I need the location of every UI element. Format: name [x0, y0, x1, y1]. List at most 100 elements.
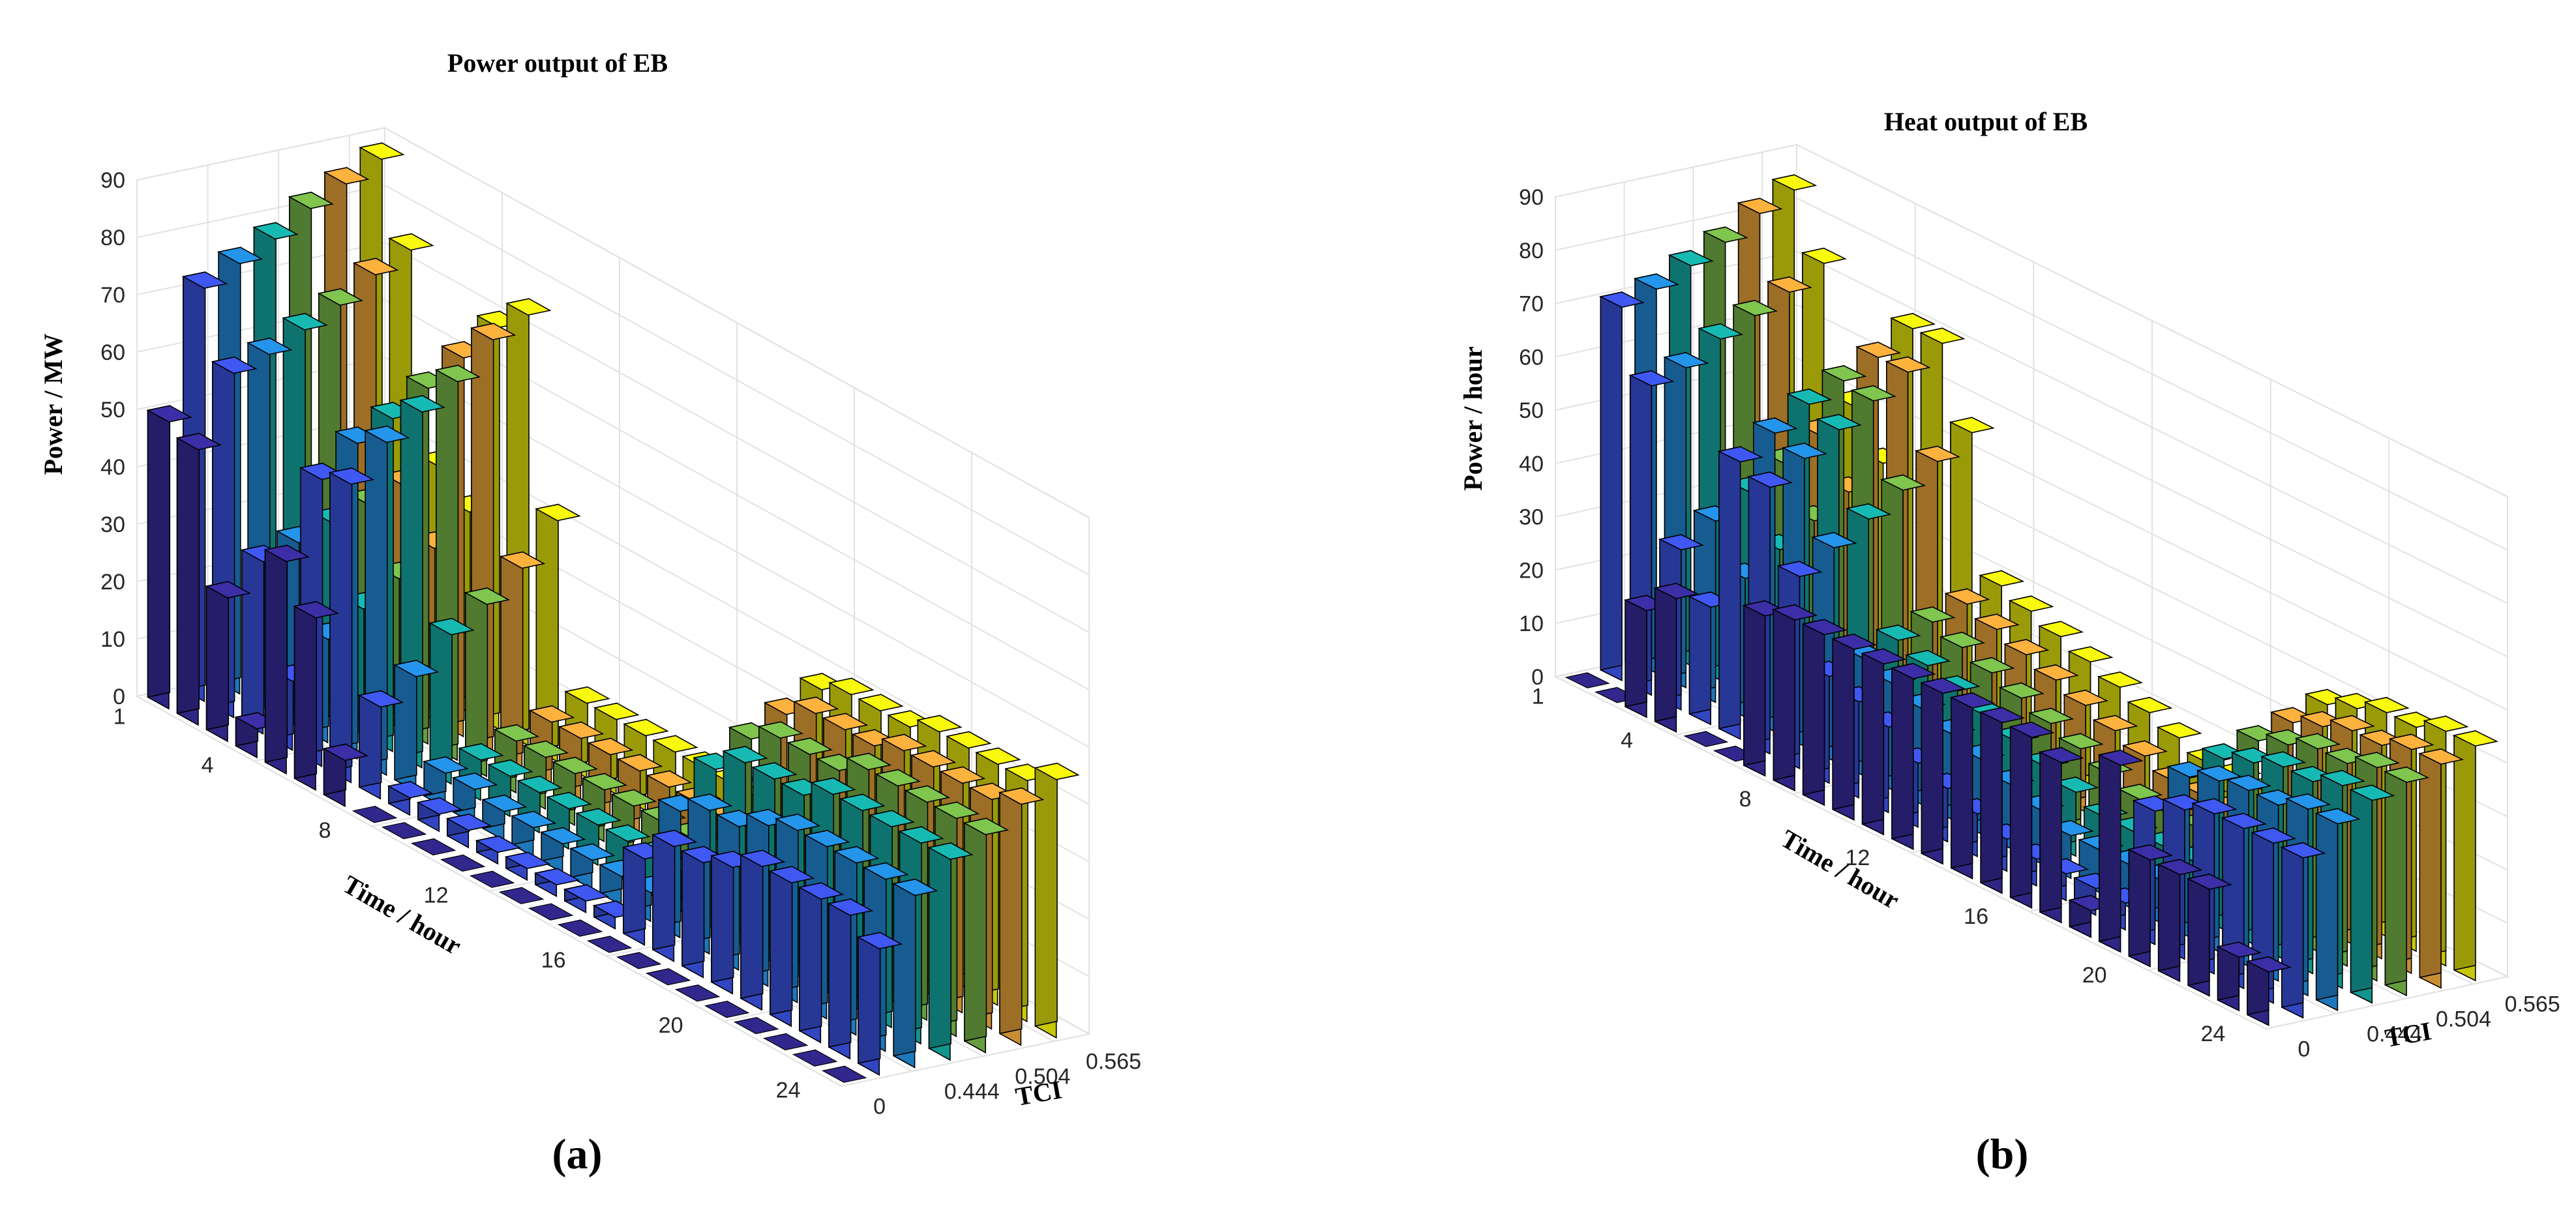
- bar: [827, 898, 874, 1060]
- bar-top: [1919, 677, 1966, 694]
- bar: [2216, 941, 2262, 1012]
- bar-top: [1944, 588, 1990, 605]
- bar-side: [464, 587, 488, 766]
- bar: [821, 1065, 867, 1083]
- y-gridline: [1555, 197, 2267, 1029]
- bar: [451, 772, 498, 825]
- x-tick-label: 4: [1621, 728, 1633, 753]
- bar-side: [2419, 748, 2442, 979]
- bar: [2038, 746, 2084, 924]
- x-tick-label: 20: [659, 1013, 683, 1038]
- bar-top: [875, 769, 921, 787]
- bar-top: [2008, 595, 2054, 612]
- bar-top: [2097, 749, 2144, 766]
- bar: [1771, 604, 1818, 791]
- bar-top: [2127, 696, 2173, 713]
- bar: [475, 835, 522, 865]
- bar-top: [2423, 715, 2469, 732]
- bar-side: [1718, 446, 1741, 730]
- bar-side: [1980, 707, 2003, 883]
- bar-top: [1890, 662, 1936, 679]
- bar-top: [1801, 619, 1848, 636]
- bar-top: [246, 337, 293, 355]
- bar-side: [1688, 591, 1712, 715]
- bar-top: [558, 721, 605, 739]
- bar: [293, 600, 339, 791]
- bar-top: [388, 233, 434, 251]
- bar-top: [464, 587, 511, 605]
- bar-top: [2092, 715, 2138, 731]
- bar-side: [147, 405, 171, 698]
- x-tick-label: 1: [113, 705, 126, 730]
- bar-top: [2388, 733, 2434, 750]
- bar-top: [1904, 649, 1951, 666]
- bar-top: [2314, 808, 2361, 825]
- z-tick-label: 60: [1519, 345, 1544, 370]
- bar-top: [2097, 671, 2144, 688]
- x-tick-label: 12: [1845, 846, 1870, 870]
- bar: [1683, 731, 1729, 747]
- bar-top: [440, 854, 486, 872]
- bar-top: [1831, 633, 1878, 650]
- bar: [504, 851, 551, 881]
- bar-side: [1832, 633, 1855, 810]
- bar-top: [2245, 956, 2292, 973]
- bar-top: [146, 405, 192, 423]
- bar-side: [858, 932, 881, 1064]
- bar-top: [217, 246, 263, 265]
- bar-side: [2187, 873, 2210, 986]
- bar-side: [893, 878, 916, 1057]
- bar: [2383, 766, 2430, 997]
- bar: [422, 756, 469, 809]
- bar-top: [1697, 323, 1744, 340]
- bar-top: [751, 762, 798, 780]
- bar-side: [681, 846, 705, 967]
- bar-top: [757, 721, 804, 739]
- z-tick-label: 10: [100, 627, 125, 652]
- bar-side: [1034, 762, 1058, 1027]
- bar-top: [2452, 730, 2499, 747]
- bar-top: [416, 797, 463, 815]
- bar-top: [546, 791, 592, 810]
- bar-top: [1855, 342, 1902, 359]
- bar-top: [2062, 689, 2109, 706]
- bar: [963, 818, 1010, 1054]
- bar-top: [2294, 733, 2341, 750]
- bar-top: [704, 1000, 750, 1018]
- panel-a: 0 10 20 30 40 50 60 70 80 90 1 4 8 12 16 20 24 0 0.444 0.…: [38, 48, 1141, 1178]
- bar-top: [798, 882, 845, 900]
- bar: [651, 829, 698, 962]
- bar-side: [999, 787, 1023, 1035]
- bar-top: [822, 713, 869, 731]
- bar: [416, 797, 463, 833]
- bar-top: [2329, 715, 2375, 731]
- bar-top: [862, 862, 909, 880]
- bar: [322, 743, 368, 808]
- bar-top: [1889, 313, 1936, 330]
- bar: [205, 581, 251, 743]
- bar-side: [429, 617, 453, 773]
- bar-top: [616, 952, 662, 969]
- bar: [2314, 808, 2361, 1012]
- bar-top: [645, 968, 691, 986]
- bar: [1801, 619, 1848, 806]
- bar-top: [428, 617, 475, 636]
- x-tick-label: 1: [1532, 684, 1544, 709]
- bar-top: [722, 746, 768, 763]
- bar-top: [975, 747, 1021, 765]
- z-axis-label: Power / MW: [38, 334, 68, 475]
- bar-top: [1663, 352, 1709, 369]
- bar-top: [869, 810, 915, 828]
- bar-side: [1950, 692, 1973, 869]
- bar: [768, 866, 815, 1027]
- bar-top: [282, 313, 328, 331]
- bar-top: [481, 794, 528, 812]
- bar: [616, 952, 662, 969]
- bar-top: [845, 752, 892, 771]
- bar-top: [587, 737, 634, 756]
- bar-top: [1633, 273, 1680, 290]
- bar: [2097, 749, 2144, 953]
- bar-top: [451, 773, 498, 790]
- bar-top: [2284, 793, 2331, 810]
- bar: [535, 503, 581, 763]
